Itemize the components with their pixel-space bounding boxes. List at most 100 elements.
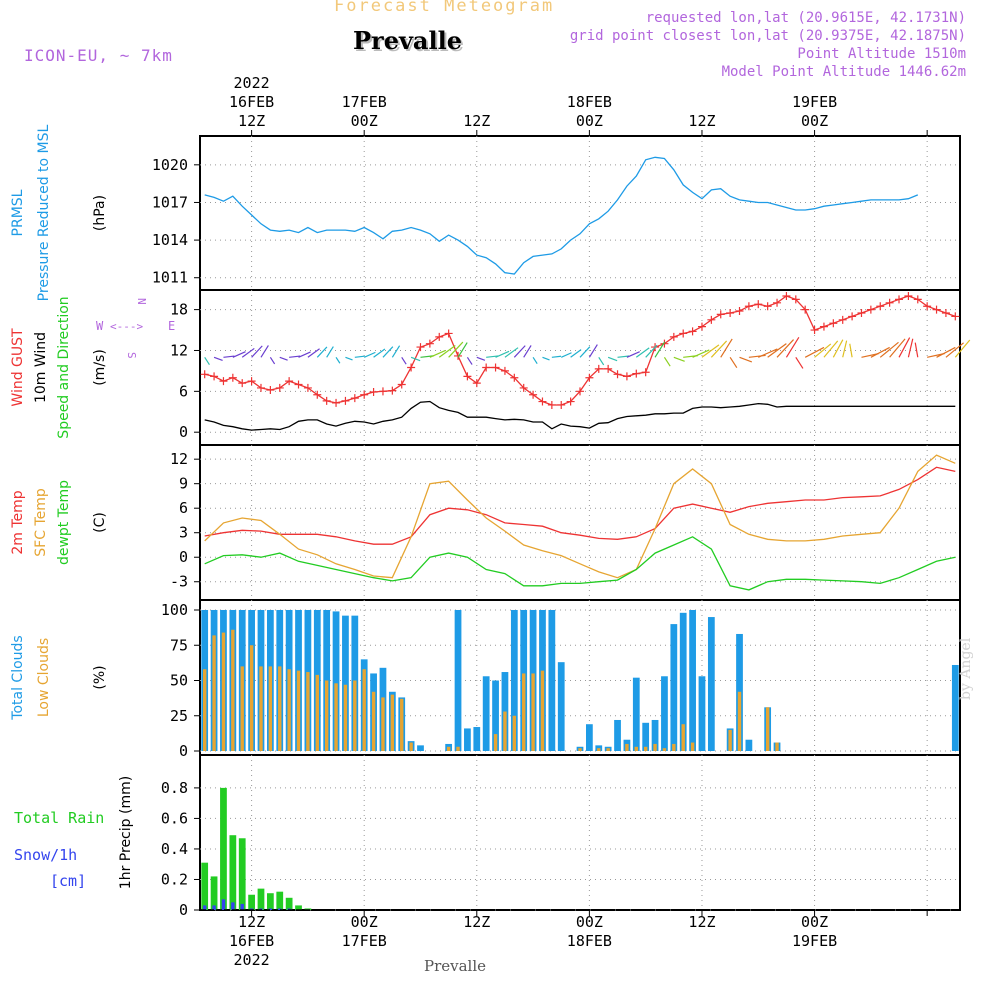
gust-marker xyxy=(604,364,613,373)
y-axis-label: [cm] xyxy=(50,872,86,890)
y-tick-label: 6 xyxy=(179,499,188,517)
top-time-label: 17FEB xyxy=(342,93,387,111)
total-cloud-bar xyxy=(510,610,518,751)
y-tick-label: 25 xyxy=(170,707,188,725)
gust-marker xyxy=(688,327,697,336)
wind-direction-arrow xyxy=(673,356,685,362)
low-cloud-bar xyxy=(221,632,226,751)
rain-bar xyxy=(248,894,255,910)
gust-marker xyxy=(360,390,369,399)
wind-direction-arrow xyxy=(241,347,255,358)
low-cloud-bar xyxy=(287,669,291,751)
credit-watermark: by Angel xyxy=(958,637,974,700)
total-cloud-bar xyxy=(464,728,471,751)
top-time-label: 12Z xyxy=(238,112,265,130)
low-cloud-bar xyxy=(390,694,395,751)
low-cloud-bar xyxy=(737,691,742,751)
y-tick-label: 1011 xyxy=(152,269,188,287)
wind-direction-arrow xyxy=(232,351,246,358)
wind-direction-arrow xyxy=(560,352,572,358)
wind-direction-arrow xyxy=(307,348,320,358)
gust-marker xyxy=(266,385,275,394)
panel-frame xyxy=(199,754,961,911)
gust-marker xyxy=(941,309,950,318)
rain-bar xyxy=(276,891,284,910)
low-cloud-bar xyxy=(306,672,310,751)
wind-direction-arrow xyxy=(729,356,738,369)
total-cloud-bar xyxy=(661,676,668,751)
total-cloud-bar xyxy=(548,610,556,751)
gust-marker xyxy=(923,302,932,311)
top-time-label: 00Z xyxy=(801,112,828,130)
gust-marker xyxy=(829,319,838,328)
wind-direction-arrow xyxy=(785,337,800,358)
y-tick-label: 1014 xyxy=(152,231,188,249)
requested-coords: requested lon,lat (20.9615E, 42.1731N) xyxy=(645,10,966,26)
total-cloud-bar xyxy=(473,727,481,751)
gust-marker xyxy=(350,394,359,403)
low-cloud-bar xyxy=(278,666,282,751)
gust-marker xyxy=(904,292,913,300)
low-cloud-bar xyxy=(362,669,366,751)
low-cloud-bar xyxy=(625,743,629,751)
low-cloud-bar xyxy=(315,674,319,751)
wind-direction-arrow xyxy=(579,346,591,358)
wind-direction-arrow xyxy=(898,337,911,358)
low-cloud-bar xyxy=(249,645,254,751)
wind-direction-arrow xyxy=(607,356,618,362)
gust-marker xyxy=(782,292,791,300)
total-cloud-bar xyxy=(586,724,593,751)
y-tick-label: 0 xyxy=(179,423,188,441)
wind-direction-arrow xyxy=(260,345,269,358)
gust-marker xyxy=(838,315,847,324)
low-cloud-bar xyxy=(381,697,385,751)
gust-marker xyxy=(669,332,678,341)
rain-bar xyxy=(266,893,274,910)
footer-station: Prevalle xyxy=(424,957,487,975)
low-cloud-bar xyxy=(231,629,235,751)
gust-marker xyxy=(744,302,753,311)
gust-marker xyxy=(369,388,378,397)
series-line-t2m xyxy=(204,466,956,545)
wind-direction-arrow xyxy=(391,345,401,358)
wind-direction-arrow xyxy=(335,356,341,364)
wind-direction-arrow xyxy=(532,356,538,364)
wind-direction-arrow xyxy=(213,356,223,362)
gust-marker xyxy=(576,387,584,396)
low-cloud-bar xyxy=(296,670,301,751)
bottom-time-label: 00Z xyxy=(351,913,378,931)
wind-speed-line xyxy=(204,400,956,431)
low-cloud-bar xyxy=(493,734,498,751)
y-tick-label: 100 xyxy=(161,601,188,619)
wind-direction-arrow xyxy=(448,341,464,358)
y-axis-label: PRMSL xyxy=(10,189,26,236)
wind-direction-arrow xyxy=(907,338,914,358)
snow-bar xyxy=(231,902,235,910)
gust-marker xyxy=(932,305,941,314)
rain-bar xyxy=(304,908,312,910)
gust-marker xyxy=(285,377,294,386)
y-tick-label: 9 xyxy=(179,475,188,493)
gust-marker xyxy=(435,332,444,341)
gust-marker xyxy=(547,400,556,409)
wind-direction-arrow xyxy=(382,346,394,358)
low-cloud-bar xyxy=(512,715,517,751)
wind-direction-arrow xyxy=(739,356,753,363)
y-unit-label: (%) xyxy=(92,665,108,689)
snow-bar xyxy=(259,908,263,910)
gust-marker xyxy=(313,390,322,399)
low-cloud-bar xyxy=(597,748,601,751)
gust-marker xyxy=(557,400,566,409)
low-cloud-bar xyxy=(409,742,413,751)
low-cloud-bar xyxy=(203,669,207,751)
wind-direction-arrow xyxy=(542,356,550,361)
wind-direction-arrow xyxy=(814,343,832,358)
y-axis-label: Total Clouds xyxy=(10,635,26,720)
series-line-prmsl xyxy=(204,156,919,275)
wind-direction-arrow xyxy=(588,344,598,358)
y-axis-label: Wind GUST xyxy=(10,328,26,407)
top-time-label: 00Z xyxy=(351,112,378,130)
wind-direction-arrow xyxy=(363,351,376,358)
model-label: ICON-EU, ~ 7km xyxy=(24,46,173,65)
y-axis-label: Low Clouds xyxy=(36,638,52,717)
